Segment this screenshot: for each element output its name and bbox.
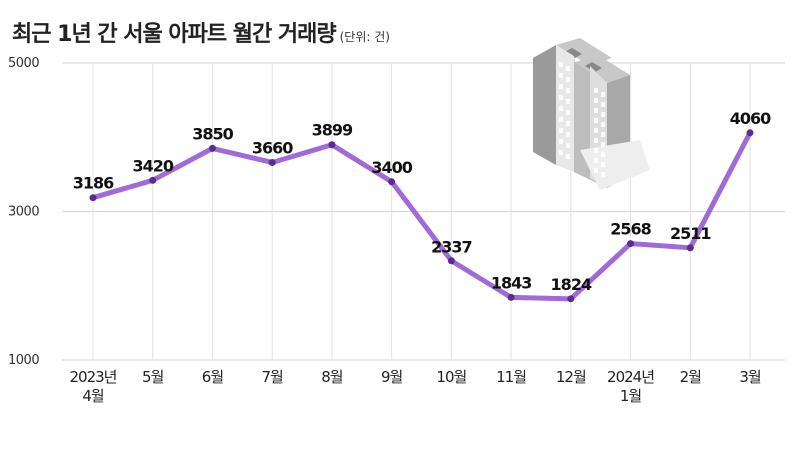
x-tick-label: 11월 (496, 368, 526, 386)
data-label: 3400 (371, 158, 412, 177)
y-tick-label: 3000 (8, 205, 39, 220)
points-layer (89, 129, 754, 303)
unit-note: (단위: 건) (339, 30, 390, 44)
data-labels-layer: 3186 3420 3850 3660 3899 3400 2337 1843 1824 2568… (73, 109, 772, 294)
data-point (328, 141, 336, 149)
x-tick-label: 9월 (381, 368, 403, 386)
chart-title-block: 최근 1년 간 서울 아파트 월간 거래량 (단위: 건) (12, 16, 390, 48)
y-tick-label: 1000 (8, 353, 39, 368)
data-point (208, 144, 216, 152)
data-point (507, 293, 515, 301)
y-tick-label: 5000 (8, 56, 39, 71)
data-label: 1824 (551, 275, 592, 294)
y-tick-labels: 1000 3000 5000 (8, 56, 40, 368)
data-label: 2337 (431, 238, 472, 257)
x-tick-label: 6월 (202, 368, 224, 386)
data-label: 1843 (491, 273, 532, 292)
data-point (268, 158, 276, 166)
data-label: 3420 (132, 156, 173, 175)
data-point (388, 178, 396, 186)
data-label: 3899 (312, 121, 353, 140)
x-tick-label: 8월 (321, 368, 343, 386)
apartment-building-icon (533, 38, 650, 190)
grid-layer (62, 62, 785, 361)
x-tick-labels: 2023년 4월 5월 6월 7월 8월 9월 10월 11월 12월 2024년 1월 2월 3월 (70, 368, 762, 405)
data-point (447, 257, 455, 265)
x-tick-label: 2023년 4월 (70, 368, 117, 405)
data-label: 4060 (730, 109, 771, 128)
x-tick-label: 7월 (262, 368, 284, 386)
x-tick-label: 10월 (436, 368, 466, 386)
x-tick-label: 12월 (556, 368, 586, 386)
data-label: 3660 (252, 138, 293, 157)
data-label: 3186 (73, 174, 114, 193)
data-point (746, 129, 754, 137)
x-tick-label: 5월 (142, 368, 164, 386)
data-label: 2511 (670, 224, 711, 243)
x-tick-label: 2월 (680, 368, 702, 386)
chart-title: 최근 1년 간 서울 아파트 월간 거래량 (12, 22, 337, 47)
data-point (149, 176, 157, 184)
x-tick-label: 3월 (739, 368, 761, 386)
x-tick-label: 2024년 1월 (607, 368, 654, 405)
data-point (686, 244, 694, 252)
data-point (627, 240, 635, 248)
data-point (567, 295, 575, 303)
data-point (89, 194, 97, 202)
data-label: 3850 (192, 124, 233, 143)
data-label: 2568 (610, 220, 651, 239)
series-line (90, 130, 753, 302)
